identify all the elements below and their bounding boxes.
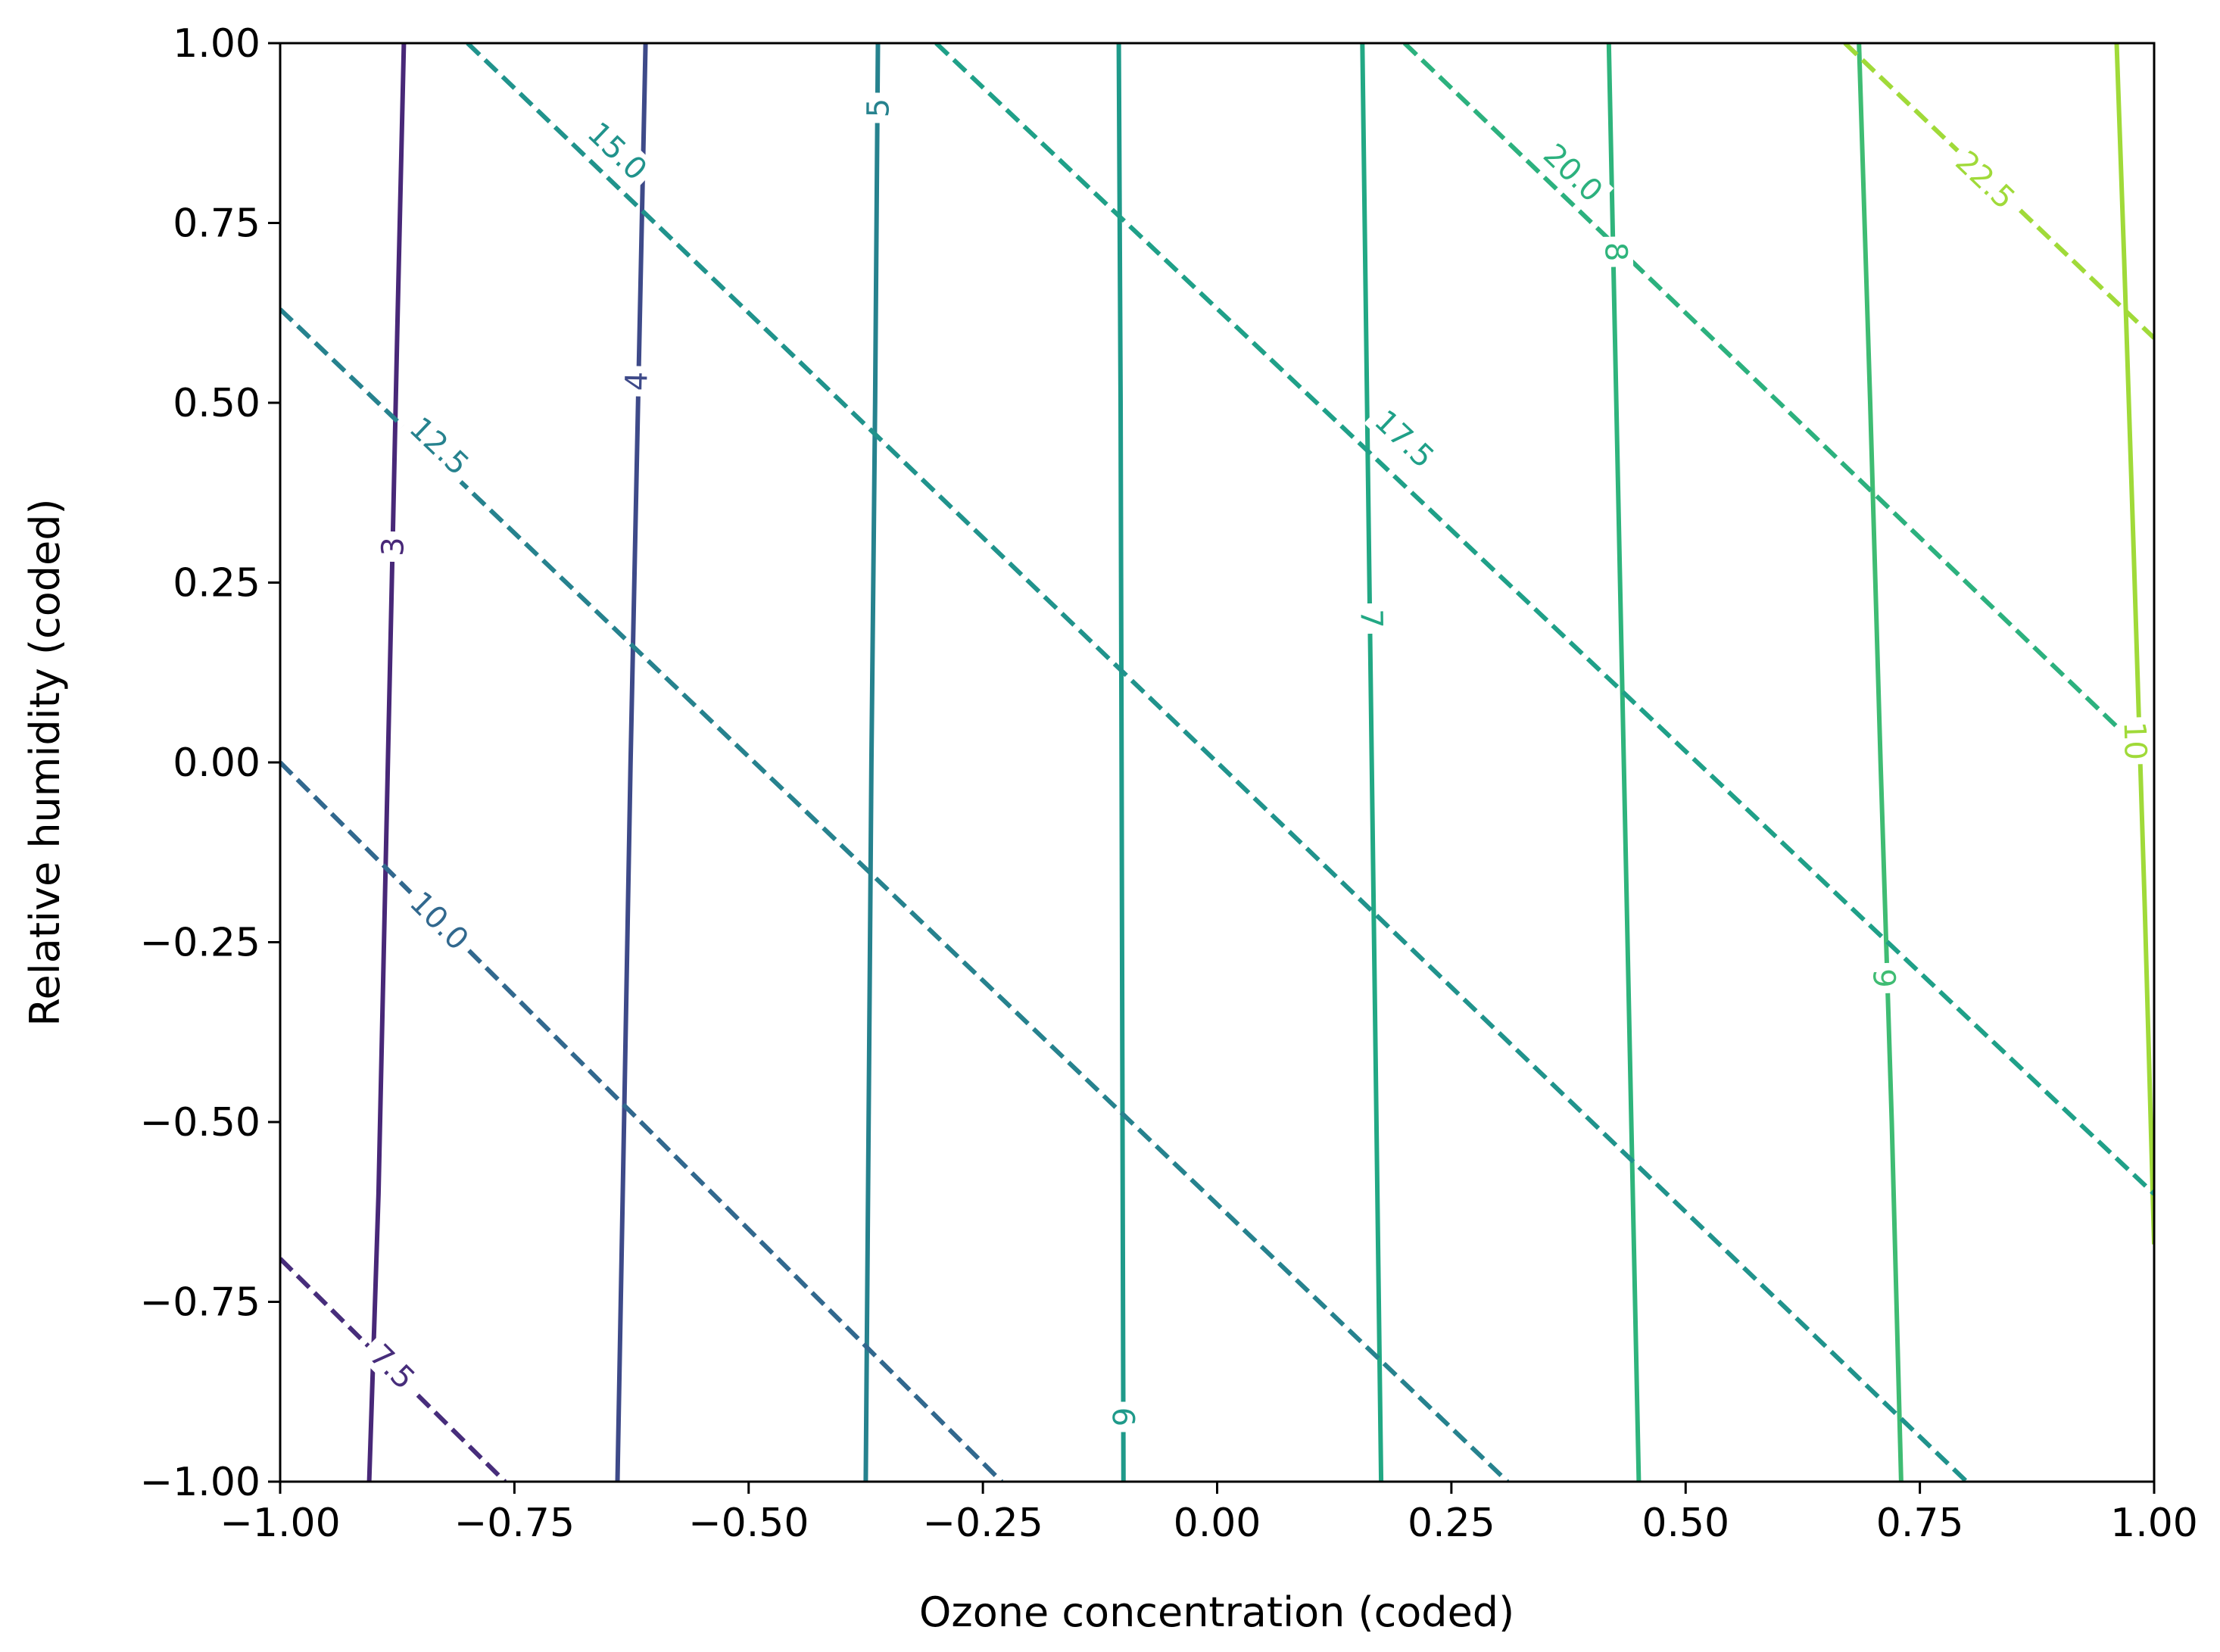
contour-label-3: 3 bbox=[376, 537, 411, 556]
solid-contour-3 bbox=[366, 43, 407, 1482]
contour-label-background bbox=[1944, 140, 2026, 220]
y-axis-label: Relative humidity (coded) bbox=[21, 498, 69, 1026]
contour-label-group: 4 bbox=[619, 366, 655, 397]
y-tick-label: −0.25 bbox=[140, 921, 260, 966]
contour-label-background bbox=[358, 1332, 427, 1401]
solid-contour-9 bbox=[1857, 43, 1904, 1482]
contour-label-group: 10 bbox=[2117, 716, 2153, 765]
x-axis-ticks: −1.00 −0.75 −0.50 −0.25 0.00 0.25 0.50 0.75 1.00 bbox=[220, 1482, 2198, 1546]
x-tick-label: 0.75 bbox=[1876, 1501, 1964, 1546]
dashed-contour-17-5 bbox=[934, 43, 2154, 1196]
contour-label-background bbox=[1532, 132, 1614, 213]
contour-label-background bbox=[1599, 236, 1634, 267]
x-tick-label: 0.25 bbox=[1408, 1501, 1495, 1546]
contour-label-background bbox=[1106, 1401, 1140, 1432]
plot-frame bbox=[279, 42, 2156, 1483]
contour-label-6: 6 bbox=[1105, 1407, 1140, 1427]
contour-label-group: 17.5 bbox=[1364, 399, 1445, 478]
dashed-contour-12-5 bbox=[280, 307, 1510, 1482]
x-tick-label: 1.00 bbox=[2110, 1501, 2198, 1546]
y-tick-label: −1.00 bbox=[140, 1460, 260, 1505]
contour-label-group: 12.5 bbox=[398, 406, 480, 486]
x-tick-label: −1.00 bbox=[220, 1501, 340, 1546]
solid-contour-7 bbox=[1360, 43, 1384, 1482]
solid-contour-10 bbox=[2114, 43, 2154, 1245]
solid-contour-8 bbox=[1606, 43, 1642, 1482]
y-axis-ticks: −1.00 −0.75 −0.50 −0.25 0.00 0.25 0.50 0.75 1.00 bbox=[140, 21, 280, 1505]
contour-label-9: 9 bbox=[1866, 968, 1901, 989]
contour-label-background bbox=[619, 366, 653, 397]
contour-label-8: 8 bbox=[1598, 242, 1633, 261]
contour-label-7: 7 bbox=[1354, 609, 1389, 628]
x-tick-label: 0.50 bbox=[1642, 1501, 1729, 1546]
x-tick-label: −0.75 bbox=[454, 1501, 575, 1546]
y-tick-label: 0.50 bbox=[173, 381, 260, 426]
y-tick-label: 0.25 bbox=[173, 561, 260, 606]
contour-lines bbox=[280, 43, 2154, 1482]
contour-label-5: 5 bbox=[861, 98, 896, 118]
contour-label-background bbox=[861, 92, 895, 123]
solid-contour-4 bbox=[615, 43, 648, 1482]
y-tick-label: −0.75 bbox=[140, 1280, 260, 1326]
contour-label-4: 4 bbox=[619, 371, 655, 391]
contour-label-group: 9 bbox=[1866, 962, 1902, 994]
x-axis-label: Ozone concentration (coded) bbox=[919, 1588, 1514, 1636]
contour-label-10: 10 bbox=[2117, 721, 2153, 760]
x-tick-label: −0.25 bbox=[922, 1501, 1043, 1546]
solid-contour-5 bbox=[863, 43, 881, 1482]
contour-label-group: 7 bbox=[1354, 603, 1389, 634]
contour-label-background bbox=[399, 881, 480, 961]
contour-label-group: 3 bbox=[376, 531, 411, 563]
x-tick-label: −0.50 bbox=[688, 1501, 809, 1546]
y-tick-label: 1.00 bbox=[173, 21, 260, 67]
y-tick-label: −0.50 bbox=[140, 1100, 260, 1145]
contour-label-group: 8 bbox=[1598, 236, 1634, 267]
dashed-contour-15-0 bbox=[466, 43, 1969, 1482]
contour-label-background bbox=[1364, 399, 1445, 478]
contour-label-background bbox=[577, 111, 658, 192]
contour-label-background bbox=[398, 406, 480, 486]
y-tick-label: 0.00 bbox=[173, 740, 260, 786]
contour-label-group: 6 bbox=[1105, 1401, 1140, 1432]
x-tick-label: 0.00 bbox=[1174, 1501, 1261, 1546]
solid-contour-6 bbox=[1116, 43, 1126, 1482]
dashed-contour-10-0 bbox=[280, 760, 1004, 1482]
y-tick-label: 0.75 bbox=[173, 201, 260, 247]
dashed-contour-20-0 bbox=[1402, 43, 2154, 765]
contour-label-background bbox=[1355, 603, 1389, 634]
contour-label-background bbox=[376, 531, 410, 563]
contour-label-background bbox=[1866, 962, 1902, 994]
contour-label-background bbox=[2118, 716, 2153, 765]
contour-label-group: 5 bbox=[861, 92, 896, 123]
